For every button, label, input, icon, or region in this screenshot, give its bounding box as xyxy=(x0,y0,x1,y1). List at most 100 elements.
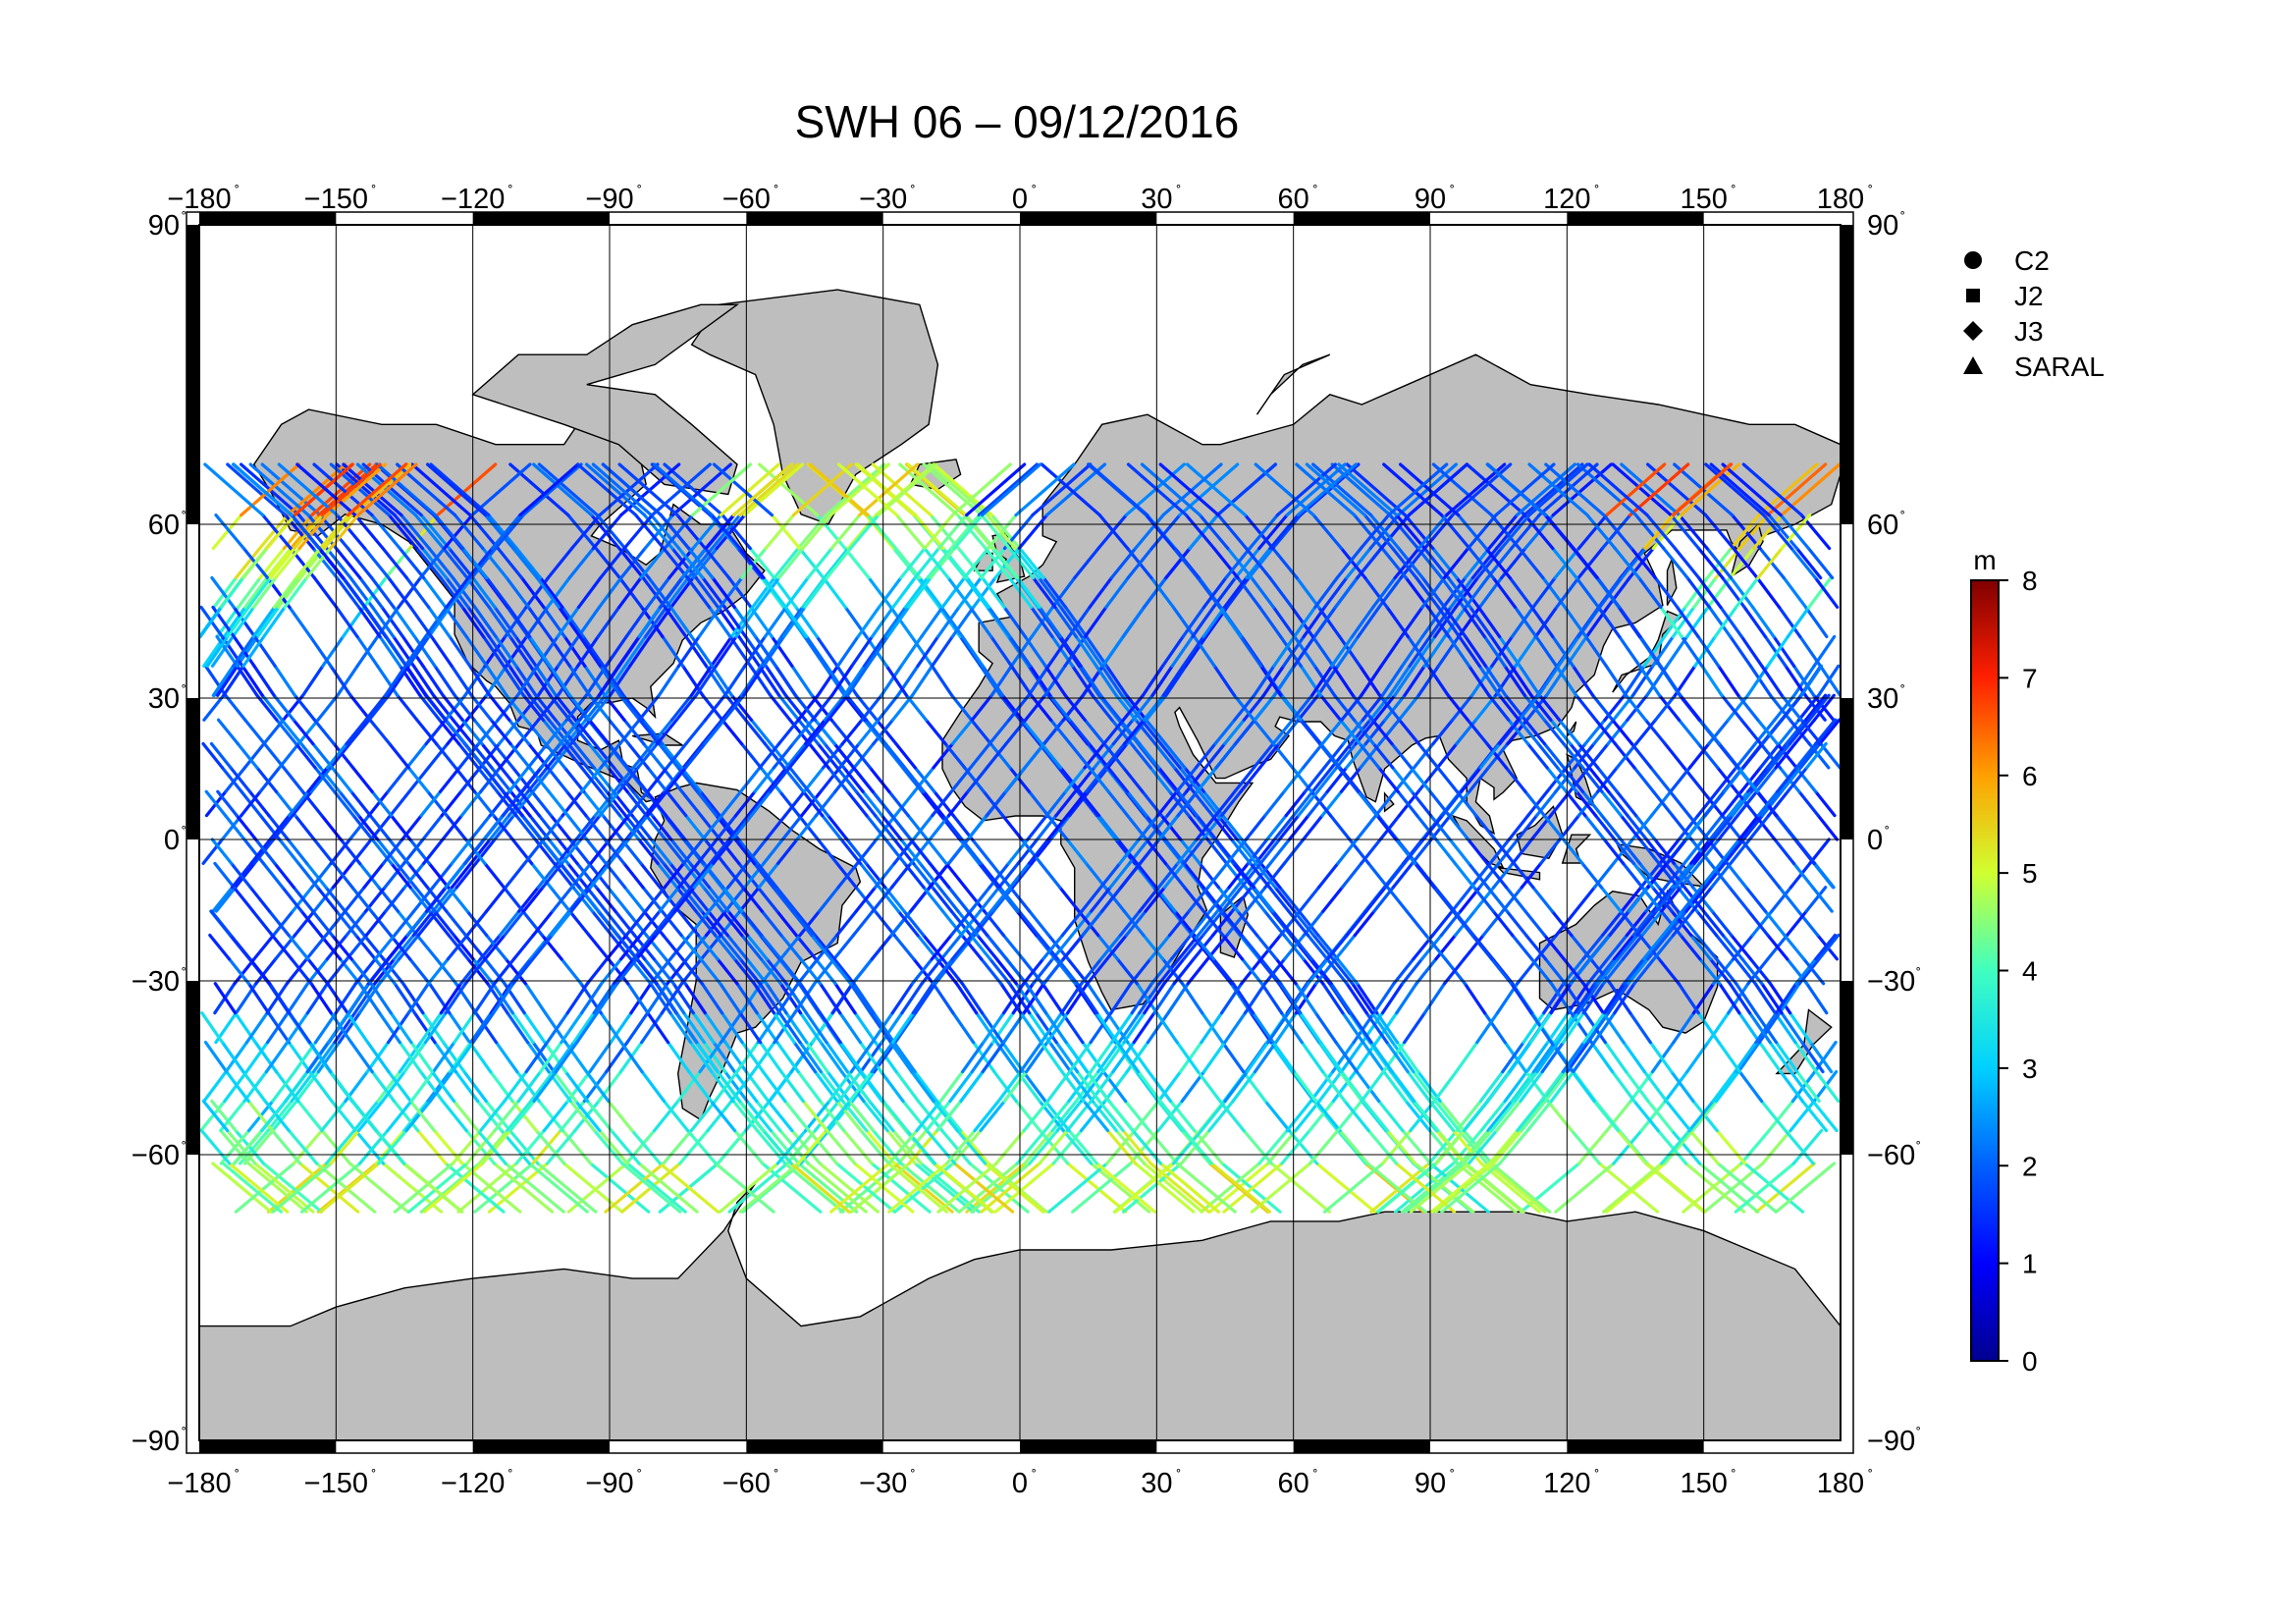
track-segment xyxy=(1331,1069,1358,1104)
track-segment xyxy=(1134,1069,1160,1104)
track-segment xyxy=(1041,982,1064,1015)
track-segment xyxy=(514,546,543,580)
track-segment xyxy=(1576,605,1602,639)
track-segment xyxy=(969,886,991,913)
frame-bar-right xyxy=(1841,698,1853,839)
track-segment xyxy=(1794,957,1818,986)
lon-tick-label-bottom: 60 xyxy=(1278,1468,1309,1499)
track-segment xyxy=(1514,1069,1539,1104)
track-segment xyxy=(317,546,346,580)
track-segment xyxy=(1558,813,1581,841)
track-segment xyxy=(392,605,416,639)
track-segment xyxy=(1315,766,1339,793)
track-segment xyxy=(1257,513,1289,551)
track-segment xyxy=(995,886,1019,913)
track-segment xyxy=(1543,1069,1570,1104)
track-segment xyxy=(1299,1011,1323,1045)
track-segment xyxy=(277,575,302,610)
track-segment xyxy=(384,664,407,697)
track-segment xyxy=(1754,1011,1779,1045)
track-segment xyxy=(1612,1128,1643,1165)
track-segment xyxy=(849,1162,911,1214)
track-segment xyxy=(1737,813,1760,841)
track-segment xyxy=(582,789,605,818)
track-segment xyxy=(1544,664,1569,697)
track-segment xyxy=(271,1162,333,1214)
track-segment xyxy=(447,886,469,913)
track-segment xyxy=(1172,766,1196,793)
track-segment xyxy=(514,813,537,841)
track-segment xyxy=(393,513,424,551)
track-segment xyxy=(1086,957,1109,986)
track-segment xyxy=(1391,861,1415,890)
lat-tick-label-left: 0 xyxy=(164,825,180,856)
track-segment xyxy=(1537,462,1599,517)
track-segment xyxy=(1487,1128,1520,1165)
track-segment xyxy=(1063,766,1087,793)
track-segment xyxy=(1767,789,1789,818)
track-segment xyxy=(496,546,524,580)
track-segment xyxy=(1385,1040,1410,1074)
track-segment xyxy=(737,634,762,668)
track-segment xyxy=(1576,741,1600,770)
track-segment xyxy=(643,886,667,913)
track-segment xyxy=(275,718,298,746)
track-segment xyxy=(1077,909,1100,938)
track-segment xyxy=(1449,575,1475,610)
track-segment xyxy=(597,664,621,697)
track-segment xyxy=(932,982,955,1015)
track-segment xyxy=(966,909,989,938)
track-segment xyxy=(1523,718,1547,746)
track-segment xyxy=(894,1069,921,1104)
track-segment xyxy=(1671,462,1734,517)
track-segment xyxy=(1065,789,1089,818)
track-segment xyxy=(401,982,425,1015)
track-segment xyxy=(680,789,703,818)
track-segment xyxy=(640,1011,665,1045)
track-segment xyxy=(1031,575,1057,610)
track-segment xyxy=(665,575,690,610)
track-segment xyxy=(1534,634,1559,668)
track-segment xyxy=(1129,957,1152,986)
land-svalbard-novaya xyxy=(1255,353,1331,415)
track-segment xyxy=(469,813,492,841)
track-segment xyxy=(1797,957,1821,986)
track-segment xyxy=(758,741,781,770)
track-segment xyxy=(1482,1011,1507,1045)
track-segment xyxy=(562,1162,624,1214)
track-segment xyxy=(1278,886,1301,913)
track-segment xyxy=(1361,693,1384,722)
track-segment xyxy=(280,718,303,746)
track-segment xyxy=(850,634,875,668)
track-segment xyxy=(1341,718,1364,746)
track-segment xyxy=(665,766,688,793)
track-segment xyxy=(562,766,586,793)
track-segment xyxy=(899,838,922,866)
track-segment xyxy=(338,789,360,818)
track-segment xyxy=(667,546,695,580)
track-segment xyxy=(203,462,265,517)
track-segment xyxy=(1118,909,1142,938)
colorbar-tick-label: 6 xyxy=(2022,761,2038,791)
track-segment xyxy=(867,575,893,610)
track-segment xyxy=(1397,718,1420,746)
track-segment xyxy=(381,838,404,866)
track-segment xyxy=(944,1128,977,1165)
track-segment xyxy=(242,838,265,866)
track-segment xyxy=(625,1162,687,1214)
track-segment xyxy=(972,909,995,938)
track-segment xyxy=(1518,664,1542,697)
track-segment xyxy=(981,664,1005,697)
track-segment xyxy=(1019,1011,1043,1045)
track-segment xyxy=(1789,546,1818,580)
track-segment xyxy=(1310,766,1334,793)
legend-item-c2: C2 xyxy=(1964,245,2050,276)
track-segment xyxy=(1063,634,1088,668)
track-segment xyxy=(848,1069,874,1104)
track-segment xyxy=(199,605,224,639)
track-segment xyxy=(985,933,1008,961)
track-segment xyxy=(1760,718,1784,746)
track-segment xyxy=(1058,886,1081,913)
track-segment xyxy=(308,1069,334,1104)
land-japan xyxy=(1612,610,1682,693)
